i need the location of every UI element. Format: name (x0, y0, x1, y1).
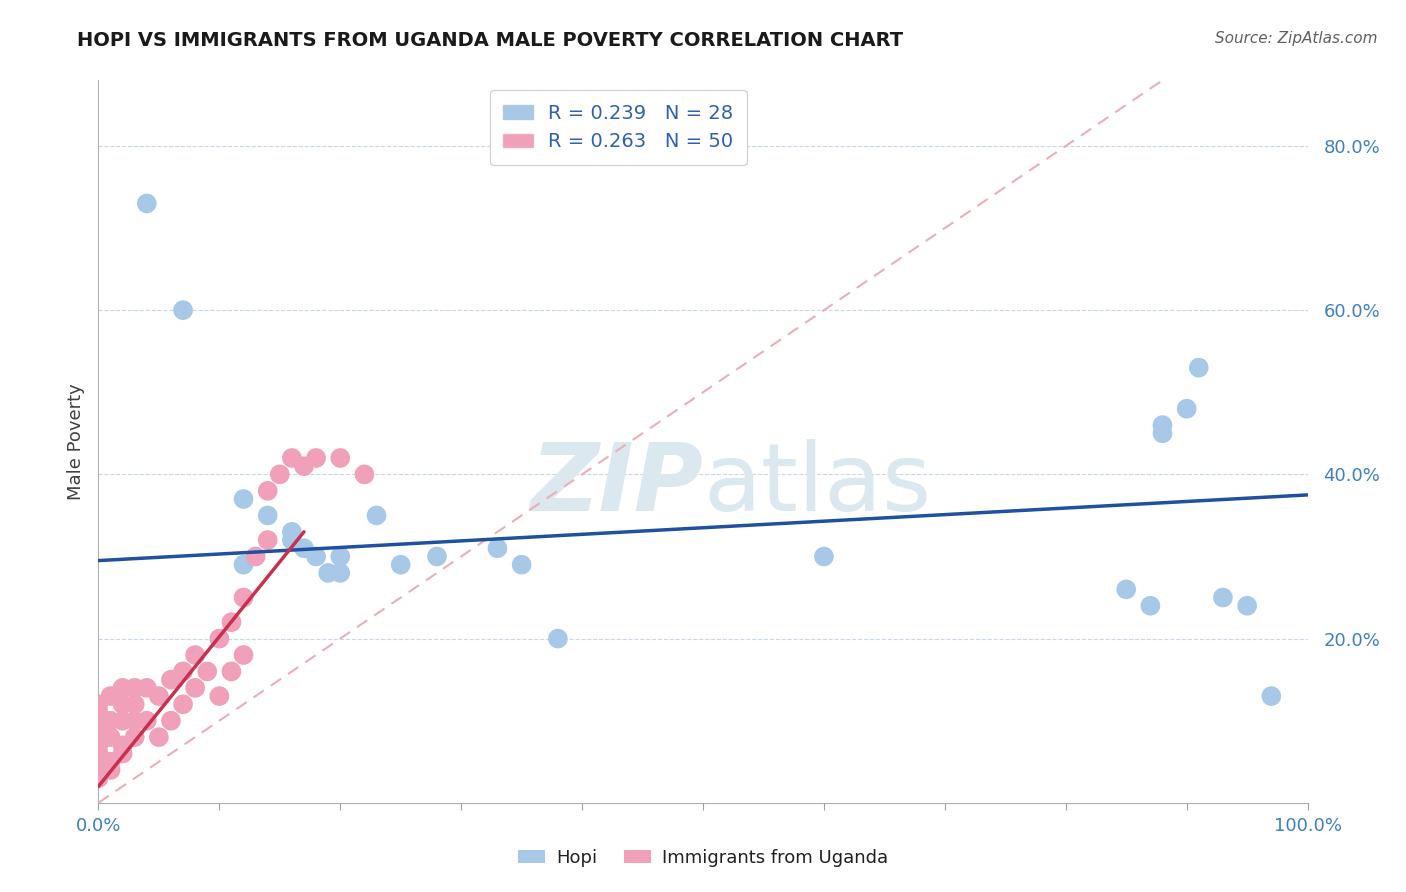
Point (87, 714, 110, 728)
Point (305, 450, 328, 465)
Point (135, 196, 157, 211)
Point (100, 763, 122, 777)
Point (292, 541, 315, 556)
Point (124, 698, 146, 712)
Point (329, 566, 352, 580)
Point (316, 566, 339, 580)
Point (281, 533, 304, 547)
Point (148, 689, 170, 703)
Point (124, 681, 146, 695)
Point (135, 681, 157, 695)
Point (329, 549, 352, 564)
Point (111, 698, 134, 712)
Point (426, 549, 449, 564)
Point (111, 739, 134, 753)
Point (87, 706, 110, 720)
Point (111, 714, 134, 728)
Point (221, 615, 243, 630)
Point (148, 730, 170, 744)
Point (208, 632, 231, 646)
Point (269, 467, 291, 482)
Point (111, 747, 134, 761)
Point (1188, 360, 1211, 375)
Point (510, 558, 533, 572)
Point (87, 771, 110, 785)
Point (100, 755, 122, 769)
Point (87, 755, 110, 769)
Point (329, 450, 352, 465)
Point (195, 665, 218, 679)
Point (1260, 689, 1282, 703)
Text: Source: ZipAtlas.com: Source: ZipAtlas.com (1215, 31, 1378, 46)
Point (87, 747, 110, 761)
Point (232, 591, 254, 605)
Point (366, 508, 388, 523)
Point (1152, 426, 1174, 441)
Point (111, 681, 134, 695)
Point (172, 665, 194, 679)
Point (232, 558, 254, 572)
Point (389, 558, 412, 572)
Point (135, 714, 157, 728)
Point (100, 730, 122, 744)
Text: atlas: atlas (703, 439, 931, 531)
Point (292, 459, 315, 474)
Point (87, 763, 110, 777)
Legend: Hopi, Immigrants from Uganda: Hopi, Immigrants from Uganda (510, 842, 896, 874)
Point (1152, 418, 1174, 433)
Point (281, 524, 304, 539)
Point (172, 698, 194, 712)
Point (184, 648, 207, 662)
Point (232, 648, 254, 662)
Point (305, 549, 328, 564)
Text: ZIP: ZIP (530, 439, 703, 531)
Point (245, 549, 267, 564)
Point (221, 665, 243, 679)
Point (172, 303, 194, 318)
Point (87, 730, 110, 744)
Point (184, 681, 207, 695)
Point (547, 632, 569, 646)
Point (100, 689, 122, 703)
Point (1115, 582, 1137, 597)
Point (160, 714, 183, 728)
Point (160, 673, 183, 687)
Point (1175, 401, 1198, 416)
Point (281, 450, 304, 465)
Point (813, 549, 835, 564)
Text: HOPI VS IMMIGRANTS FROM UGANDA MALE POVERTY CORRELATION CHART: HOPI VS IMMIGRANTS FROM UGANDA MALE POVE… (77, 31, 904, 50)
Point (124, 714, 146, 728)
Point (486, 541, 509, 556)
Point (232, 491, 254, 506)
Point (1139, 599, 1161, 613)
Point (256, 508, 278, 523)
Point (100, 714, 122, 728)
Point (353, 467, 375, 482)
Point (87, 722, 110, 736)
Point (256, 483, 278, 498)
Y-axis label: Male Poverty: Male Poverty (66, 384, 84, 500)
Point (208, 689, 231, 703)
Legend: R = 0.239   N = 28, R = 0.263   N = 50: R = 0.239 N = 28, R = 0.263 N = 50 (489, 90, 747, 165)
Point (87, 698, 110, 712)
Point (256, 533, 278, 547)
Point (87, 739, 110, 753)
Point (1212, 591, 1234, 605)
Point (124, 730, 146, 744)
Point (1236, 599, 1258, 613)
